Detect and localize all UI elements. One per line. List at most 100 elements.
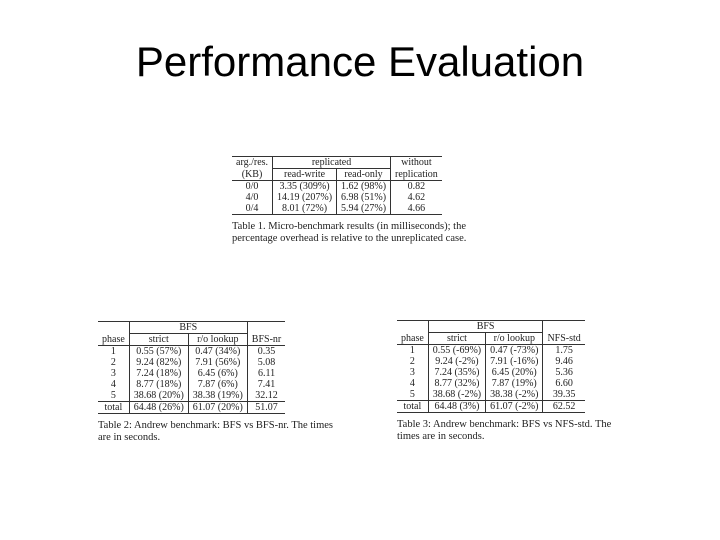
table3-cell: 61.07 (-2%) [485, 400, 544, 413]
table1-caption-line1: Table 1. Micro-benchmark results (in mil… [232, 221, 466, 232]
table3-cell: 4 [397, 378, 429, 389]
table2-header-ro-lookup: r/o lookup [188, 333, 248, 346]
table3-cell: 7.24 (35%) [428, 367, 487, 378]
table1: arg./res. replicated without (KB) read-w… [232, 156, 442, 215]
table3-cell: 9.24 (-2%) [428, 356, 487, 367]
table2-cell: 61.07 (20%) [188, 401, 248, 414]
table1-header-argres: arg./res. [232, 156, 274, 169]
table-row: 5 38.68 (20%) 38.38 (19%) 32.12 [98, 390, 286, 402]
table1-header-replicated: replicated [272, 156, 392, 169]
table-row: 5 38.68 (-2%) 38.38 (-2%) 39.35 [397, 389, 585, 401]
table1-header-kb: (KB) [232, 168, 274, 181]
table2-cell: 1 [98, 345, 130, 357]
table2-cell: 51.07 [247, 401, 286, 414]
table3-cell: 1.75 [555, 345, 573, 356]
table3-cell: 8.77 (32%) [428, 378, 487, 389]
table2-caption-line1: Table 2: Andrew benchmark: BFS vs BFS-nr… [98, 420, 334, 431]
table3-cell: 7.91 (-16%) [485, 356, 544, 367]
table2-caption: Table 2: Andrew benchmark: BFS vs BFS-nr… [98, 420, 348, 444]
table-row: 4 8.77 (32%) 7.87 (19%) 6.60 [397, 378, 585, 389]
table2-cell: 8.77 (18%) [129, 379, 189, 390]
table3-cell: 6.45 (20%) [485, 367, 544, 378]
table2-cell: 6.11 [257, 368, 276, 379]
table3-figure: BFS phase strict r/o lookup NFS-std 1 0.… [397, 320, 637, 443]
table3-header-strict: strict [428, 332, 487, 345]
table-row-total: total 64.48 (3%) 61.07 (-2%) 62.52 [397, 400, 585, 413]
table2-cell: 32.12 [247, 390, 286, 402]
table3-cell: 0.55 (-69%) [428, 344, 487, 356]
table-row: 4 8.77 (18%) 7.87 (6%) 7.41 [98, 379, 285, 390]
table1-caption-line2: percentage overhead is relative to the u… [232, 233, 467, 244]
table2: BFS phase strict r/o lookup BFS-nr 1 0.5… [98, 321, 286, 414]
table2-cell: 4 [98, 379, 130, 390]
table-row: 2 9.24 (-2%) 7.91 (-16%) 9.46 [397, 356, 585, 367]
table2-cell: 38.68 (20%) [129, 390, 189, 402]
table2-header-bfs-nr: BFS-nr [247, 333, 286, 346]
table2-cell: 5.08 [257, 357, 276, 368]
table3-cell: 1 [397, 344, 429, 356]
table2-caption-line2: are in seconds. [98, 432, 161, 443]
table-row: 4/0 14.19 (207%) 6.98 (51%) 4.62 [232, 192, 442, 203]
table2-header-phase: phase [98, 333, 130, 346]
table3-caption: Table 3: Andrew benchmark: BFS vs NFS-st… [397, 419, 637, 443]
table1-cell: 8.01 (72%) [272, 203, 338, 215]
table1-header-without: without [390, 156, 442, 169]
table2-cell: 3 [98, 368, 130, 379]
table3-cell: 7.87 (19%) [485, 378, 544, 389]
table2-cell: 7.91 (56%) [188, 357, 248, 368]
table1-cell: 1.62 (98%) [336, 180, 392, 192]
table2-cell: 7.41 [257, 379, 276, 390]
table-row: 0/0 3.35 (309%) 1.62 (98%) 0.82 [232, 180, 442, 192]
table1-cell: 4.62 [407, 192, 426, 203]
table1-cell: 0/0 [232, 180, 274, 192]
table2-cell: 0.47 (34%) [188, 345, 248, 357]
table2-header-strict: strict [129, 333, 189, 346]
table3-cell: 9.46 [555, 356, 573, 367]
table-row: 2 9.24 (82%) 7.91 (56%) 5.08 [98, 357, 285, 368]
table3-cell: 6.60 [555, 378, 573, 389]
table2-cell: 64.48 (26%) [129, 401, 189, 414]
table3-cell: 3 [397, 367, 429, 378]
table2-cell: 0.55 (57%) [129, 345, 189, 357]
table1-figure: arg./res. replicated without (KB) read-w… [232, 156, 482, 245]
table1-cell: 0/4 [232, 203, 274, 215]
table1-cell: 3.35 (309%) [272, 180, 338, 192]
table1-cell: 0.82 [407, 181, 426, 192]
table2-cell: 7.87 (6%) [188, 379, 248, 390]
table3-cell: 5 [397, 389, 429, 401]
slide-title: Performance Evaluation [135, 38, 585, 85]
table1-cell: 5.94 (27%) [336, 203, 392, 215]
table3-cell: 38.38 (-2%) [485, 389, 544, 401]
table1-header-read-only: read-only [336, 168, 392, 181]
table1-cell: 4/0 [232, 192, 274, 203]
table1-header-read-write: read-write [272, 168, 338, 181]
table2-cell: total [98, 401, 130, 414]
table1-cell: 6.98 (51%) [336, 192, 392, 203]
table-row: 1 0.55 (57%) 0.47 (34%) 0.35 [98, 345, 285, 357]
table2-cell: 6.45 (6%) [188, 368, 248, 379]
table2-header-bfs: BFS [129, 321, 248, 334]
table3: BFS phase strict r/o lookup NFS-std 1 0.… [397, 320, 585, 413]
table3-cell: 5.36 [555, 367, 573, 378]
table1-header-replication: replication [390, 168, 442, 181]
table2-cell: 5 [98, 390, 130, 402]
table-row: 0/4 8.01 (72%) 5.94 (27%) 4.66 [232, 203, 442, 215]
table3-header-bfs: BFS [428, 320, 544, 333]
table-row: 3 7.24 (18%) 6.45 (6%) 6.11 [98, 368, 285, 379]
table-row: 1 0.55 (-69%) 0.47 (-73%) 1.75 [397, 344, 585, 356]
table3-cell: 2 [397, 356, 429, 367]
table3-cell: 38.68 (-2%) [428, 389, 487, 401]
table3-caption-line1: Table 3: Andrew benchmark: BFS vs NFS-st… [397, 419, 612, 430]
table3-caption-line2: times are in seconds. [397, 431, 485, 442]
table3-cell: 0.47 (-73%) [485, 344, 544, 356]
table2-cell: 2 [98, 357, 130, 368]
table3-cell: total [397, 400, 429, 413]
table3-header-nfs-std: NFS-std [542, 332, 585, 345]
table2-figure: BFS phase strict r/o lookup BFS-nr 1 0.5… [98, 321, 348, 444]
table2-cell: 9.24 (82%) [129, 357, 189, 368]
table3-cell: 39.35 [542, 389, 585, 401]
table3-cell: 62.52 [542, 400, 585, 413]
table2-cell: 7.24 (18%) [129, 368, 189, 379]
table2-cell: 38.38 (19%) [188, 390, 248, 402]
table2-cell: 0.35 [257, 346, 276, 357]
